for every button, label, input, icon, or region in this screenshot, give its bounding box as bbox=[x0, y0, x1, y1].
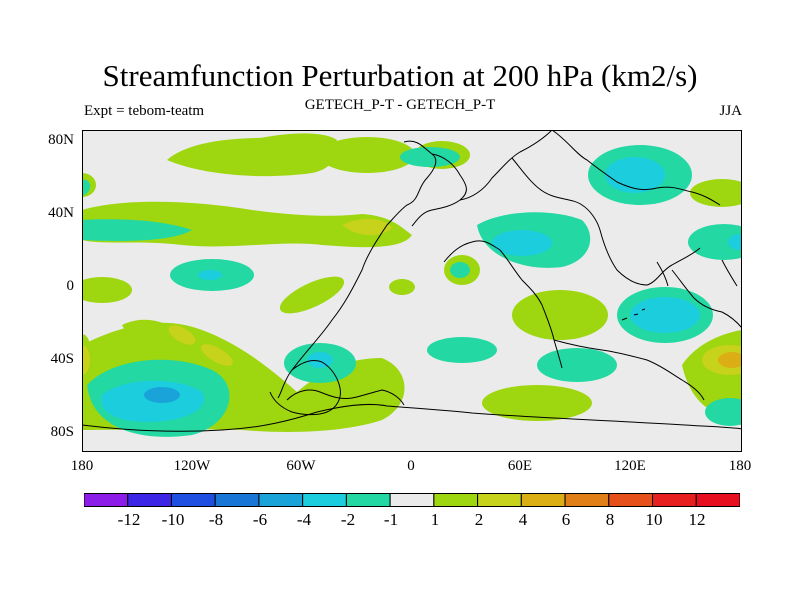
legend-swatch bbox=[695, 493, 740, 507]
lat-label-40s: 40S bbox=[50, 351, 74, 367]
contour-region bbox=[389, 279, 415, 295]
contour-region bbox=[728, 234, 742, 250]
color-legend bbox=[84, 493, 740, 507]
lon-label-60w: 60W bbox=[286, 458, 316, 474]
contour-region bbox=[168, 325, 196, 345]
contour-region bbox=[242, 133, 337, 158]
legend-label: 6 bbox=[561, 510, 571, 529]
contour-region bbox=[427, 337, 497, 363]
legend-swatch bbox=[258, 493, 304, 507]
streamfunction-map bbox=[82, 130, 742, 452]
lon-label-60e: 60E bbox=[507, 458, 533, 474]
contour-region bbox=[279, 276, 345, 314]
coastlines bbox=[82, 130, 742, 432]
legend-label: -4 bbox=[296, 510, 312, 529]
legend-label: 4 bbox=[518, 510, 528, 529]
legend-swatch bbox=[433, 493, 479, 507]
legend-swatch bbox=[214, 493, 260, 507]
lat-label-80s: 80S bbox=[50, 424, 74, 440]
legend-label: 8 bbox=[605, 510, 615, 529]
legend-label: 2 bbox=[474, 510, 484, 529]
legend-label: 12 bbox=[688, 510, 706, 529]
legend-label: -1 bbox=[383, 510, 399, 529]
lat-label-80n: 80N bbox=[48, 132, 74, 148]
contour-region bbox=[705, 398, 742, 426]
coastline-south-america bbox=[269, 359, 341, 416]
legend-label: -2 bbox=[340, 510, 356, 529]
coastline-antarctica-peninsula bbox=[286, 389, 405, 406]
contour-region bbox=[690, 179, 742, 207]
legend-label: 10 bbox=[645, 510, 663, 529]
contour-region bbox=[198, 270, 222, 280]
legend-swatch bbox=[564, 493, 610, 507]
lon-label-0: 0 bbox=[407, 458, 415, 474]
contour-region bbox=[537, 348, 617, 382]
coastline-indian-ocean-islands bbox=[621, 308, 646, 321]
legend-label: -10 bbox=[161, 510, 185, 529]
contour-region bbox=[450, 262, 470, 278]
legend-swatch bbox=[389, 493, 435, 507]
lon-label-120w: 120W bbox=[173, 458, 211, 474]
legend-swatch bbox=[652, 493, 697, 507]
legend-swatch bbox=[520, 493, 566, 507]
contour-region bbox=[201, 344, 233, 366]
experiment-label: Expt = tebom-teatm bbox=[84, 103, 205, 119]
dataset-label: GETECH_P-T - GETECH_P-T bbox=[304, 97, 496, 113]
coastline-pacific-arc bbox=[656, 259, 738, 287]
contour-region bbox=[718, 352, 742, 368]
map-title: Streamfunction Perturbation at 200 hPa (… bbox=[102, 58, 698, 93]
contour-region bbox=[82, 219, 192, 241]
contour-region bbox=[82, 345, 90, 375]
lon-label-180e: 180 bbox=[728, 458, 752, 474]
contour-region bbox=[144, 387, 180, 403]
legend-label: -8 bbox=[208, 510, 224, 529]
coastline-greenland bbox=[459, 130, 553, 201]
map-frame bbox=[82, 130, 742, 452]
contour-region bbox=[688, 224, 742, 260]
lon-label-120e: 120E bbox=[614, 458, 646, 474]
legend-swatch bbox=[477, 493, 522, 507]
legend-swatch bbox=[84, 493, 129, 507]
contour-region bbox=[400, 147, 460, 167]
lat-label-equator: 0 bbox=[66, 278, 75, 294]
legend-swatch bbox=[345, 493, 391, 507]
contour-region bbox=[319, 137, 415, 173]
contour-region bbox=[307, 352, 333, 368]
contour-region bbox=[82, 179, 91, 196]
season-label: JJA bbox=[719, 103, 742, 119]
contour-region bbox=[512, 290, 608, 340]
coastline-antarctica bbox=[82, 403, 742, 432]
contour-region bbox=[122, 319, 262, 399]
legend-swatch bbox=[302, 493, 347, 507]
coastline-australia bbox=[671, 269, 742, 329]
legend-swatch bbox=[608, 493, 654, 507]
lat-label-40n: 40N bbox=[48, 205, 74, 221]
legend-swatch bbox=[127, 493, 172, 507]
coastline-india bbox=[553, 339, 705, 401]
contour-region bbox=[605, 157, 665, 193]
contour-region bbox=[492, 230, 552, 256]
coastline-asia-north bbox=[551, 130, 721, 206]
contour-region bbox=[82, 277, 132, 303]
lon-label-180w: 180 bbox=[70, 458, 94, 474]
legend-swatch bbox=[170, 493, 216, 507]
contour-region bbox=[342, 218, 392, 236]
coastline-north-america bbox=[277, 140, 437, 399]
coastline-europe bbox=[511, 157, 701, 286]
legend-label: 1 bbox=[430, 510, 440, 529]
legend-label: -6 bbox=[252, 510, 268, 529]
legend-label: -12 bbox=[117, 510, 141, 529]
contour-region bbox=[630, 297, 700, 333]
contour-region bbox=[482, 385, 592, 421]
